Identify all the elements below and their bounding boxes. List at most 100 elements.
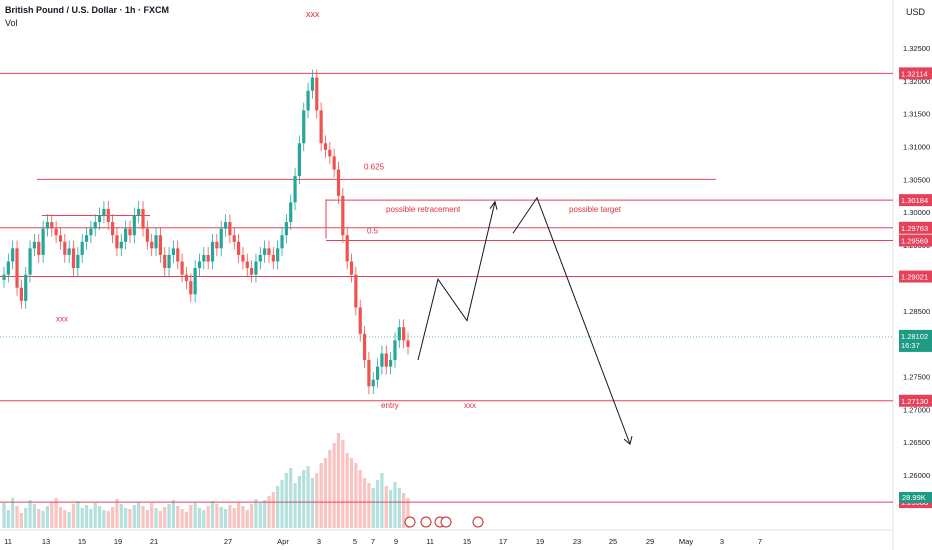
- volume-bar: [358, 470, 362, 528]
- currency-label[interactable]: USD: [906, 7, 926, 17]
- volume-bar: [132, 505, 136, 528]
- volume-bar: [24, 508, 28, 528]
- volume-bar: [167, 504, 171, 528]
- volume-bar: [310, 478, 315, 528]
- projection-arrowhead: [489, 200, 498, 210]
- candle-body: [258, 254, 262, 262]
- candle-body: [302, 110, 306, 144]
- candle-body: [41, 228, 45, 255]
- price-tick-label: 1.26500: [903, 438, 930, 447]
- candle-body: [58, 235, 63, 242]
- candle-body: [202, 254, 206, 262]
- candle-body: [345, 235, 349, 262]
- candle-body: [163, 254, 167, 269]
- candle-body: [406, 340, 410, 347]
- price-tick-label: 1.32000: [903, 77, 930, 86]
- candle-body: [119, 241, 123, 249]
- price-level-tag-label: 1.29021: [901, 273, 928, 282]
- candle-body: [341, 195, 345, 236]
- price-level-tag: [899, 194, 932, 207]
- candle-body: [380, 353, 384, 367]
- price-tick-label: 1.32500: [903, 44, 930, 53]
- volume-bar: [323, 458, 328, 528]
- time-tick-label: 9: [394, 537, 398, 546]
- volume-bar: [50, 502, 54, 528]
- chart-annotation: entry: [381, 401, 399, 410]
- volume-bar: [406, 498, 410, 528]
- candle-body: [167, 254, 171, 269]
- volume-bar: [297, 476, 301, 528]
- volume-bar: [150, 503, 154, 528]
- price-tick-label: 1.26000: [903, 471, 930, 480]
- volume-bar: [302, 470, 306, 528]
- candle-body: [276, 248, 280, 262]
- volume-bar: [263, 500, 267, 528]
- candle-body: [137, 208, 141, 216]
- candle-body: [215, 241, 219, 249]
- volume-bar: [241, 506, 245, 528]
- chart-annotation: xxx: [464, 401, 476, 410]
- candle-body: [397, 327, 401, 341]
- volume-bar: [193, 503, 197, 528]
- candle-body: [128, 228, 132, 236]
- volume-bar: [219, 507, 223, 528]
- candle-body: [328, 149, 332, 157]
- candle-body: [245, 261, 249, 269]
- volume-bar: [202, 510, 206, 528]
- volume-bar: [215, 504, 219, 528]
- candle-body: [384, 353, 388, 367]
- volume-bar: [41, 511, 45, 528]
- volume-bar: [97, 506, 102, 528]
- volume-bar: [28, 500, 32, 528]
- volume-bar: [163, 507, 167, 528]
- time-tick-label: 21: [150, 537, 158, 546]
- volume-bar: [328, 450, 332, 528]
- volume-bar: [354, 463, 358, 528]
- candle-body: [2, 274, 6, 280]
- candle-body: [371, 379, 375, 387]
- current-price-label: 1.28102: [901, 332, 928, 341]
- candle-body: [63, 241, 67, 255]
- time-tick-label: 3: [720, 537, 724, 546]
- economic-event-icon: [472, 516, 484, 528]
- candle-body: [19, 287, 23, 301]
- symbol-title[interactable]: British Pound / U.S. Dollar · 1h · FXCM: [5, 5, 170, 15]
- volume-bar: [6, 510, 10, 528]
- price-tick-label: 1.31500: [903, 110, 930, 119]
- candle-body: [306, 90, 310, 111]
- volume-bar: [102, 510, 106, 528]
- candle-body: [228, 222, 232, 236]
- candle-body: [323, 143, 328, 150]
- volume-tag: [899, 492, 932, 503]
- volume-bar: [158, 511, 162, 528]
- volume-bar: [232, 508, 236, 528]
- time-tick-label: May: [679, 537, 693, 546]
- candle-body: [24, 274, 28, 301]
- economic-event-icon: [420, 516, 432, 528]
- candle-body: [97, 215, 102, 223]
- candle-body: [319, 110, 323, 144]
- candle-body: [310, 77, 315, 91]
- volume-bar: [137, 502, 141, 528]
- volume-bar: [93, 503, 97, 528]
- candle-body: [124, 228, 128, 242]
- volume-bar: [289, 468, 293, 528]
- volume-bar: [206, 506, 210, 528]
- volume-bar: [54, 498, 58, 528]
- volume-bar: [371, 488, 375, 528]
- volume-bar: [32, 504, 37, 528]
- candle-body: [315, 77, 319, 111]
- countdown-label: 16:37: [901, 341, 920, 350]
- volume-bar: [336, 433, 341, 528]
- candle-body: [250, 268, 254, 275]
- volume-bar: [267, 496, 271, 528]
- projection-arrowhead: [623, 436, 633, 446]
- volume-indicator-label[interactable]: Vol: [5, 18, 18, 28]
- volume-bar: [367, 483, 371, 528]
- candle-body: [289, 202, 293, 223]
- candle-body: [189, 281, 193, 295]
- candle-body: [50, 222, 54, 229]
- volume-bar: [362, 478, 367, 528]
- price-level-tag: [899, 394, 932, 407]
